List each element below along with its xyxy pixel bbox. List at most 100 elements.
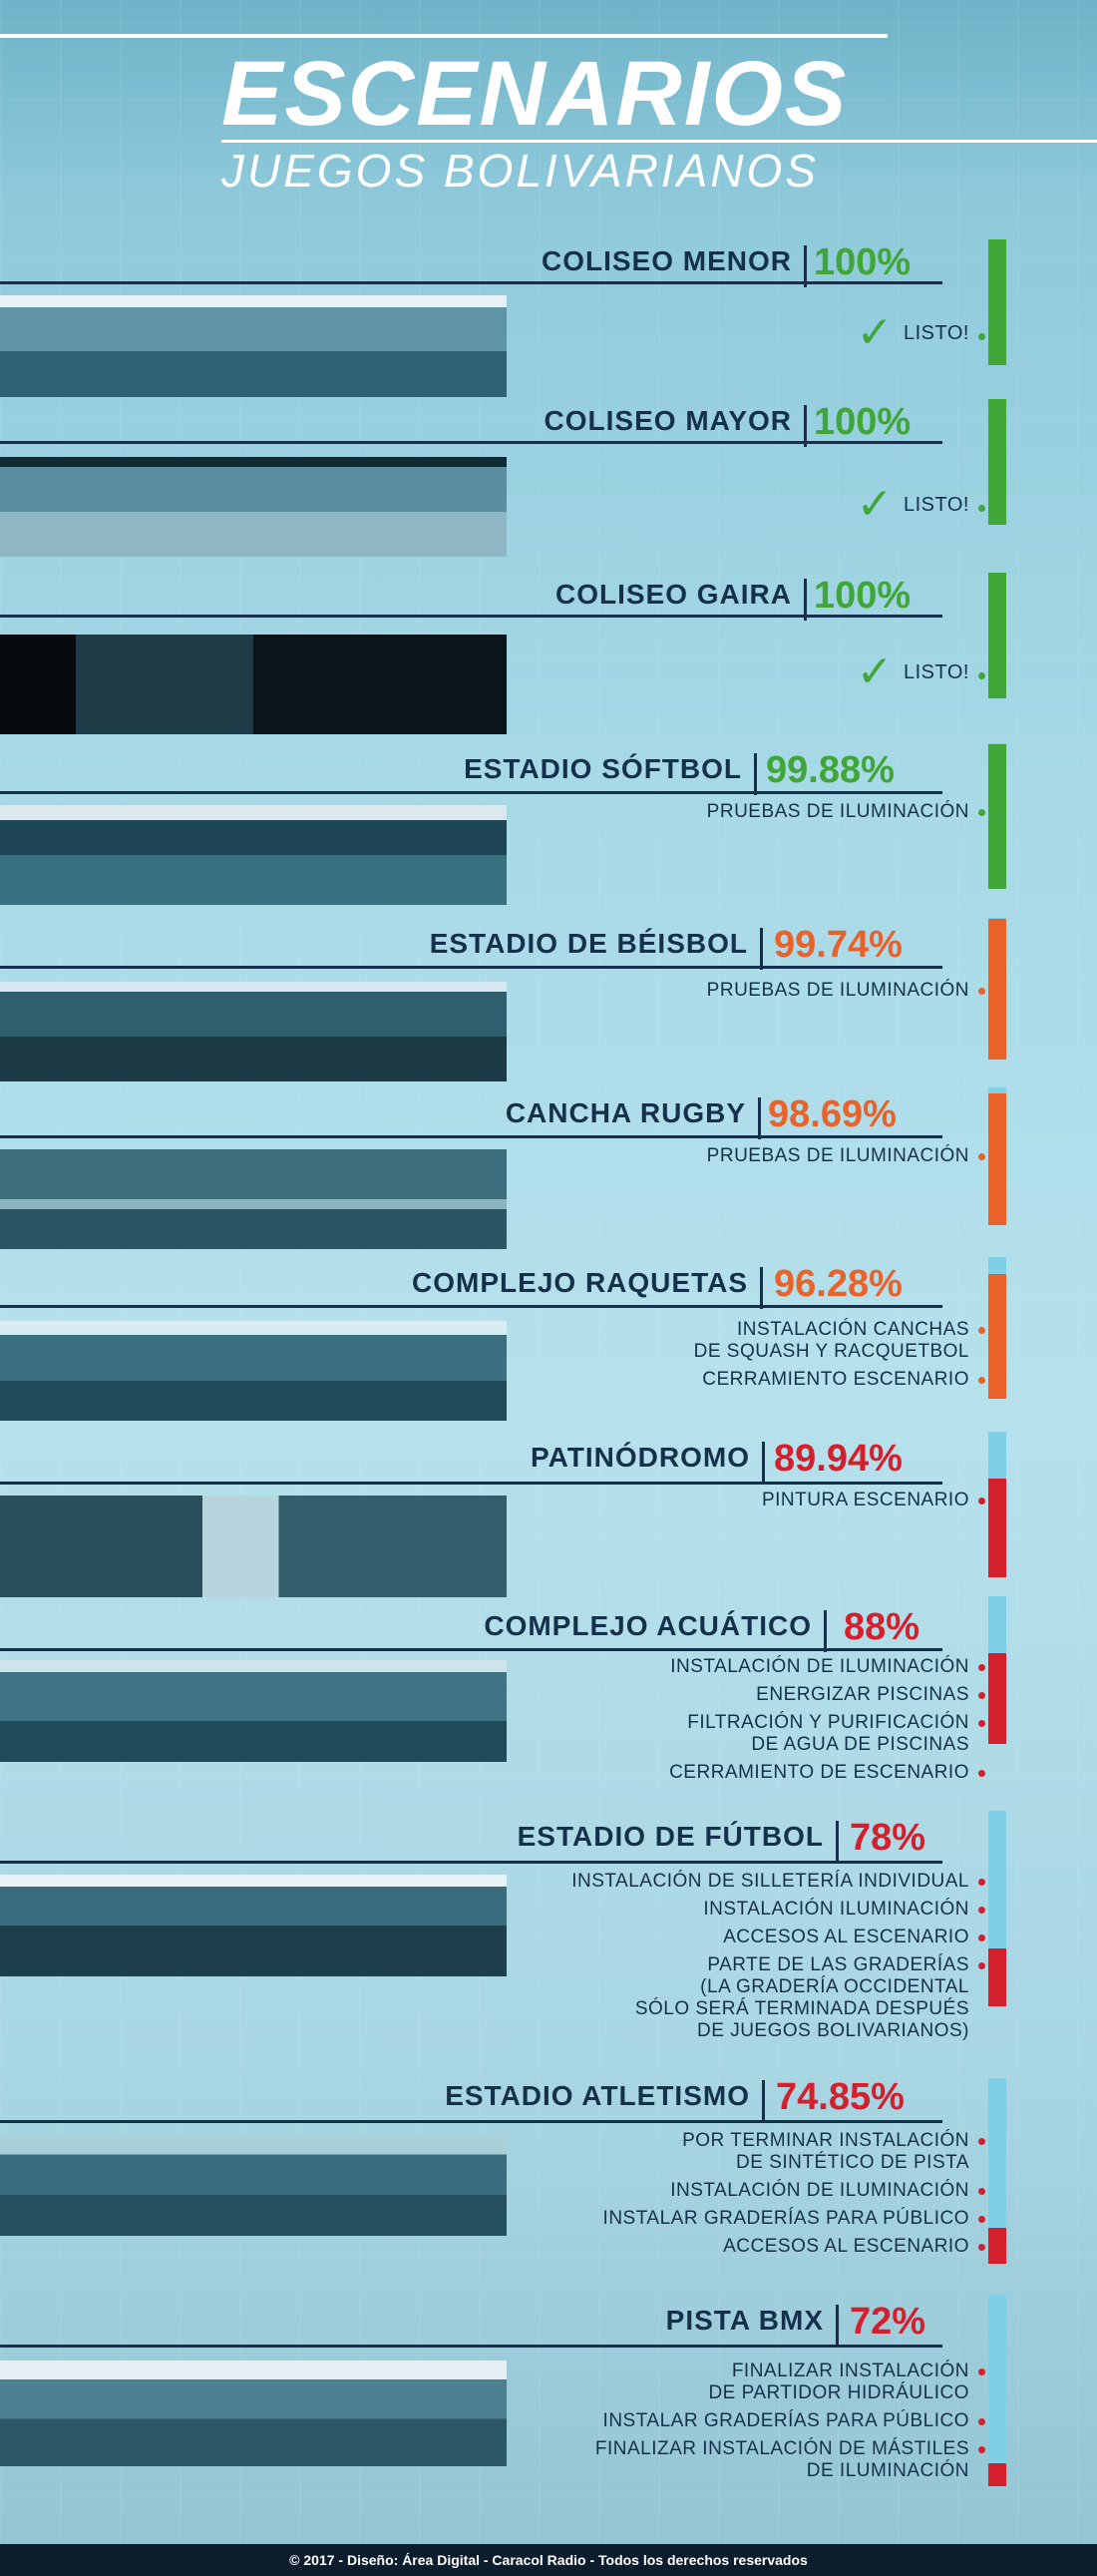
section-rule [0,791,942,794]
rugby-photo [0,1149,507,1249]
venue-name: COMPLEJO ACUÁTICO [484,1610,812,1641]
section-rule [0,615,942,618]
venue-name: PISTA BMX [665,2305,824,2336]
venue-name: PATINÓDROMO [531,1442,750,1473]
note-text: INSTALACIÓN DE SILLETERÍA INDIVIDUAL [571,1871,969,1892]
venue-percent: 98.69% [768,1093,897,1135]
bullet-dot-icon [978,2446,985,2453]
name-percent-divider [758,1097,761,1139]
venue-notes: PRUEBAS DE ILUMINACIÓN [706,801,985,829]
name-percent-divider [754,753,757,795]
venue-notes: FINALIZAR INSTALACIÓN DE PARTIDOR HIDRÁUL… [594,2361,985,2488]
progress-note: PARTE DE LAS GRADERÍAS (LA GRADERÍA OCCID… [571,1954,985,2042]
progress-note: PINTURA ESCENARIO [762,1490,985,1511]
venue-section: ESTADIO ATLETISMO 74.85% POR TERMINAR INST… [0,2070,1097,2270]
venue-notes: ✓ LISTO! [857,483,985,533]
progress-note: INSTALAR GRADERÍAS PARA PÚBLICO [595,2410,985,2432]
note-text: PRUEBAS DE ILUMINACIÓN [706,801,969,822]
note-text: INSTALACIÓN ILUMINACIÓN [703,1899,969,1920]
venue-notes: ✓ LISTO! [856,647,985,700]
header: ESCENARIOS JUEGOS BOLIVARIANOS [0,0,1097,210]
note-text: CERRAMIENTO ESCENARIO [702,1369,969,1390]
page-subtitle: JUEGOS BOLIVARIANOS [221,145,819,197]
progress-note: ENERGIZAR PISCINAS [669,1684,985,1706]
check-icon: ✓ [856,647,894,696]
page-title: ESCENARIOS [221,43,849,145]
name-percent-divider [824,1610,827,1652]
section-rule [0,2345,942,2348]
football-photo [0,1875,507,1976]
progress-note: INSTALACIÓN DE ILUMINACIÓN [603,2180,985,2202]
note-text: PARTE DE LAS GRADERÍAS (LA GRADERÍA OCCID… [634,1954,969,2041]
progress-fill [988,1274,1006,1399]
bullet-dot-icon [978,2368,985,2375]
status-note: ✓ LISTO! [857,311,985,355]
venue-name: ESTADIO DE FÚTBOL [517,1821,824,1852]
status-label: LISTO! [904,494,969,516]
name-percent-divider [836,2305,839,2347]
progress-bar [988,239,1006,365]
note-text: FINALIZAR INSTALACIÓN DE PARTIDOR HIDRÁUL… [708,2361,969,2403]
bullet-dot-icon [978,2244,985,2251]
header-divider-line [221,140,1097,143]
bullet-dot-icon [978,1692,985,1699]
progress-fill [988,239,1006,365]
bullet-dot-icon [978,1377,985,1384]
bullet-dot-icon [978,1327,985,1334]
progress-bar [988,1596,1006,1744]
progress-note: INSTALACIÓN CANCHAS DE SQUASH Y RACQUETBO… [693,1319,985,1363]
progress-note: PRUEBAS DE ILUMINACIÓN [706,801,985,823]
status-note: ✓ LISTO! [857,483,985,527]
progress-bar [988,743,1006,889]
venue-percent: 78% [850,1817,926,1859]
skating-photo [0,1496,507,1597]
venue-section: ESTADIO SÓFTBOL 99.88% PRUEBAS DE ILUMINAC… [0,743,1097,943]
status-label: LISTO! [904,322,969,344]
section-rule [0,1648,942,1651]
venue-name: ESTADIO ATLETISMO [445,2080,750,2111]
venue-section: PATINÓDROMO 89.94% PINTURA ESCENARIO [0,1432,1097,1631]
venue-notes: PRUEBAS DE ILUMINACIÓN [707,1145,985,1173]
progress-fill [988,1653,1006,1744]
footer-credits: © 2017 - Diseño: Área Digital - Caracol … [0,2544,1097,2576]
bullet-dot-icon [978,505,985,512]
note-text: ACCESOS AL ESCENARIO [723,1927,969,1947]
rackets-photo [0,1321,507,1421]
section-rule [0,1482,942,1485]
progress-fill [988,919,1006,1060]
progress-note: PRUEBAS DE ILUMINACIÓN [707,1145,985,1167]
progress-note: PRUEBAS DE ILUMINACIÓN [707,980,985,1002]
venue-percent: 100% [814,575,912,617]
section-rule [0,1305,942,1308]
bullet-dot-icon [978,1498,985,1504]
bullet-dot-icon [978,672,985,679]
bullet-dot-icon [978,1907,985,1914]
progress-note: ACCESOS AL ESCENARIO [603,2236,985,2258]
progress-bar [988,399,1006,525]
bullet-dot-icon [978,1664,985,1671]
coliseo-mayor-photo [0,457,507,557]
progress-note: ACCESOS AL ESCENARIO [571,1927,985,1948]
progress-fill [988,2228,1006,2264]
athletics-photo [0,2134,507,2236]
progress-note: INSTALAR GRADERÍAS PARA PÚBLICO [603,2208,985,2230]
venue-notes: PINTURA ESCENARIO [762,1490,985,1517]
venue-section: PISTA BMX 72% FINALIZAR INSTALACIÓN DE PART… [0,2295,1097,2494]
name-percent-divider [836,1821,839,1863]
bullet-dot-icon [978,2418,985,2425]
bullet-dot-icon [978,1720,985,1727]
progress-fill [988,744,1006,889]
venue-percent: 99.74% [774,924,903,966]
progress-note: CERRAMIENTO DE ESCENARIO [669,1762,985,1784]
name-percent-divider [804,245,807,287]
venue-percent: 99.88% [766,749,895,791]
note-text: POR TERMINAR INSTALACIÓN DE SINTÉTICO DE … [682,2130,969,2173]
bullet-dot-icon [978,988,985,995]
note-text: FINALIZAR INSTALACIÓN DE MÁSTILES DE ILUM… [594,2438,969,2481]
note-text: FILTRACIÓN Y PURIFICACIÓN DE AGUA DE PISC… [687,1712,969,1755]
progress-note: CERRAMIENTO ESCENARIO [694,1369,985,1391]
venue-name: COMPLEJO RAQUETAS [412,1267,748,1298]
section-rule [0,1135,942,1138]
venue-section: CANCHA RUGBY 98.69% PRUEBAS DE ILUMINACIÓN [0,1087,1097,1287]
note-text: INSTALACIÓN CANCHAS DE SQUASH Y RACQUETBO… [693,1319,969,1362]
